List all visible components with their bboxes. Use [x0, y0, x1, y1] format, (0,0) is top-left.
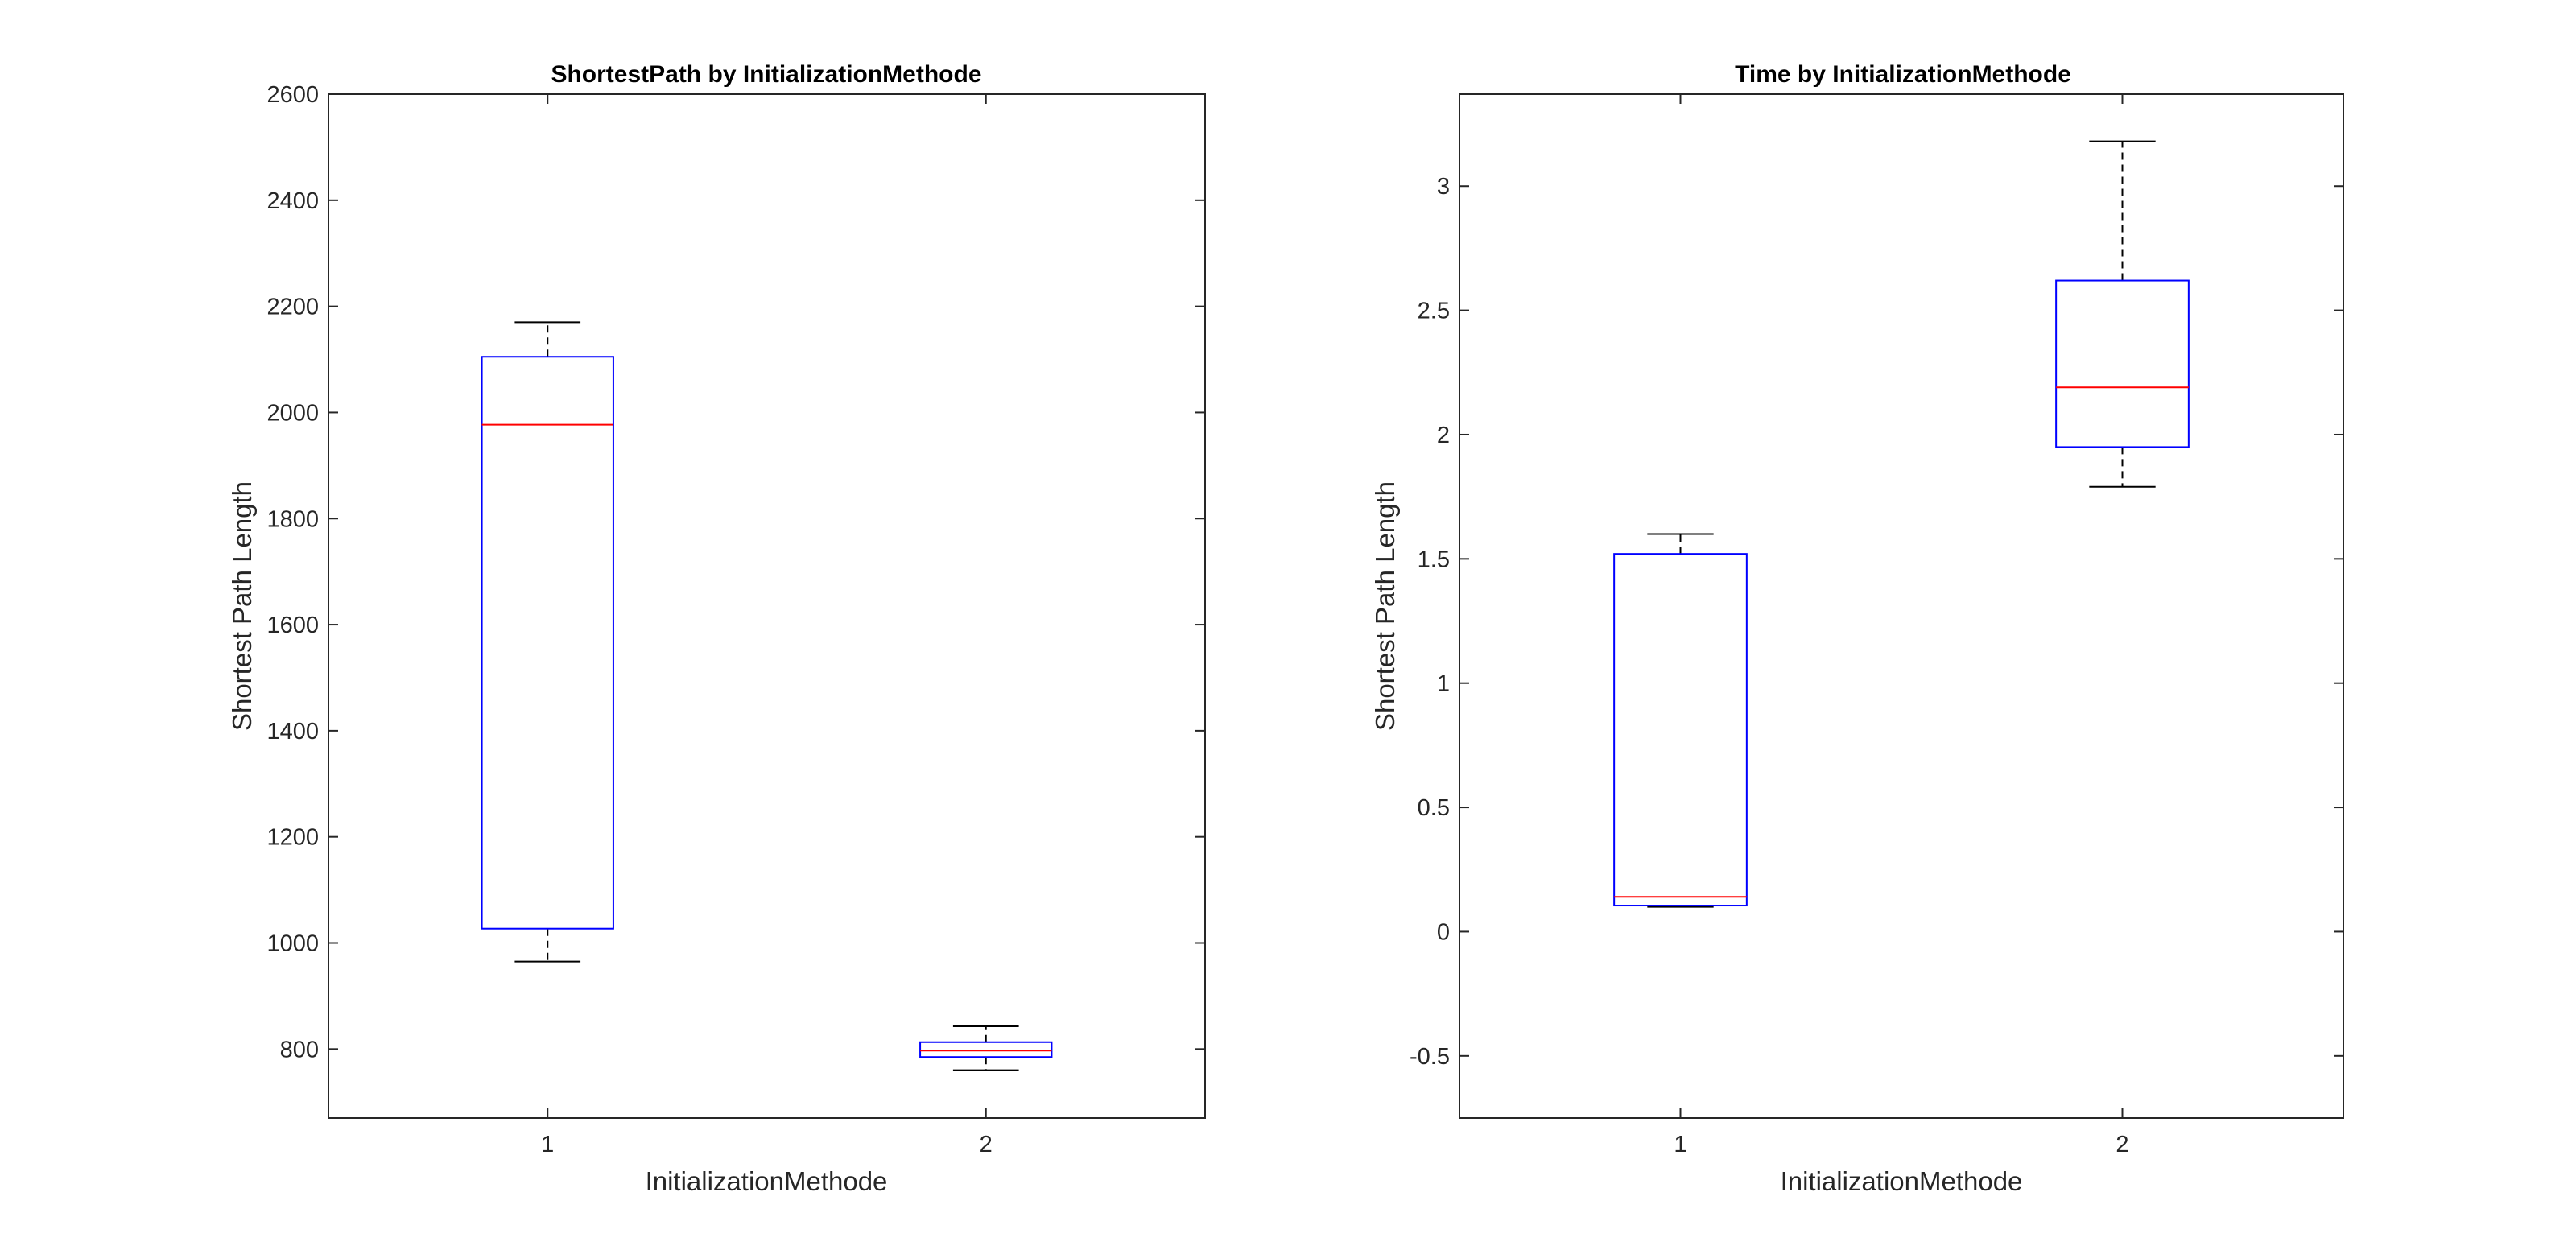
chart-left-y-tick-label: 2600	[266, 82, 319, 108]
chart-left-box-1-iqr	[481, 356, 614, 930]
chart-right-title: Time by InitializationMethode	[1735, 61, 2071, 88]
chart-right-axes-frame	[1459, 93, 2344, 1119]
chart-right-y-tick-label: -0.5	[1410, 1044, 1450, 1070]
chart-left-y-tick-label: 1800	[266, 506, 319, 532]
chart-right-ticks: 1 2 -0.5 0 0.5 1 1.5 2 2.5 3	[1410, 94, 2343, 1157]
chart-left-ticks: 1 2 800 1000 1200 1400 1600 1800 2000 2200 2400 260…	[266, 82, 1205, 1157]
chart-right-y-tick-label: 2	[1437, 423, 1450, 448]
chart-right-boxes	[1613, 140, 2190, 908]
chart-left-x-tick-label: 1	[541, 1132, 554, 1157]
chart-left-axes-frame	[328, 93, 1206, 1119]
chart-left-y-tick-label: 1000	[266, 931, 319, 957]
chart-right-y-tick-label: 0.5	[1418, 795, 1450, 821]
chart-left-y-axis-label: Shortest Path Length	[227, 481, 257, 731]
chart-left-x-tick-label: 2	[980, 1132, 993, 1157]
chart-left-y-tick-label: 800	[280, 1037, 319, 1062]
chart-left-box-2-iqr	[919, 1041, 1053, 1058]
chart-right-x-tick-label: 1	[1674, 1132, 1686, 1157]
chart-right-box-2-iqr	[2055, 279, 2190, 448]
chart-right-y-tick-label: 1	[1437, 671, 1450, 697]
chart-right-x-axis-label: InitializationMethode	[1781, 1166, 2023, 1196]
chart-right: Time by InitializationMethode 1 2 -0.5 0 0.5…	[1370, 61, 2344, 1196]
chart-left-y-tick-label: 1200	[266, 825, 319, 851]
chart-left-y-tick-label: 2000	[266, 400, 319, 426]
chart-right-y-tick-label: 1.5	[1418, 547, 1450, 572]
chart-right-y-tick-label: 0	[1437, 919, 1450, 945]
chart-right-y-axis-label: Shortest Path Length	[1370, 481, 1400, 731]
chart-left-y-tick-label: 1400	[266, 719, 319, 745]
chart-left-boxes	[481, 321, 1053, 1071]
chart-left-title: ShortestPath by InitializationMethode	[551, 61, 981, 88]
chart-right-box-1-iqr	[1613, 553, 1748, 907]
chart-right-y-tick-label: 3	[1437, 174, 1450, 200]
chart-left-y-tick-label: 2400	[266, 188, 319, 214]
chart-right-x-tick-label: 2	[2116, 1132, 2128, 1157]
chart-left-y-tick-label: 1600	[266, 613, 319, 638]
chart-left-x-axis-label: InitializationMethode	[646, 1166, 888, 1196]
chart-left-y-tick-label: 2200	[266, 295, 319, 320]
chart-right-y-tick-label: 2.5	[1418, 299, 1450, 324]
